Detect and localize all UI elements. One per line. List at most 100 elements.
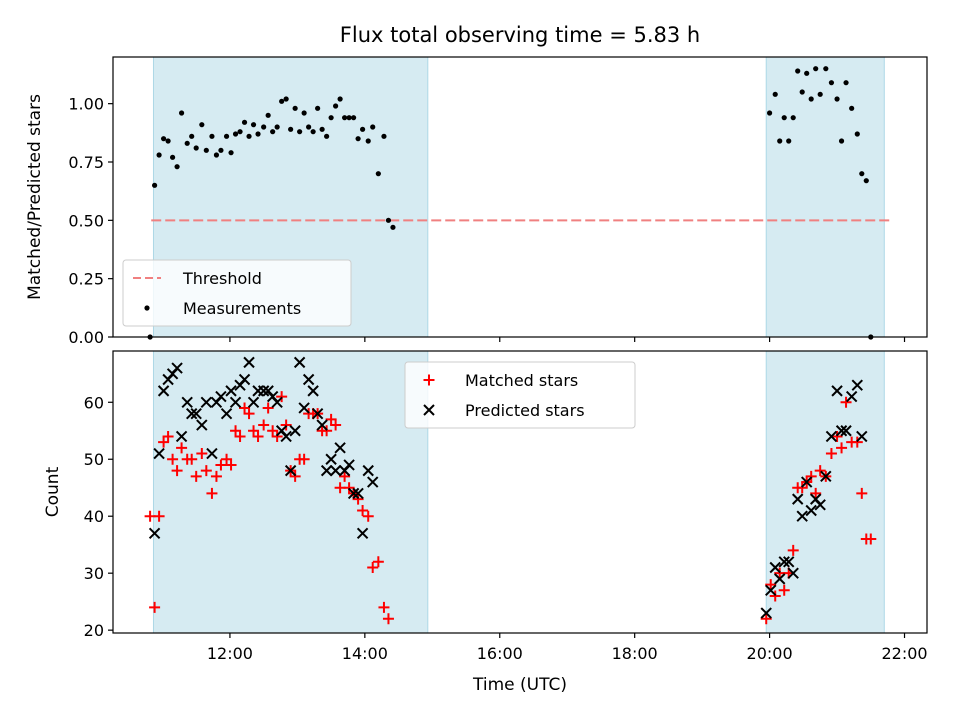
measurement-point <box>283 96 289 102</box>
matched-star-point <box>362 510 374 522</box>
measurement-point <box>359 126 366 132</box>
matched-star-point <box>267 425 279 437</box>
predicted-star-point <box>171 362 183 374</box>
measurement-point <box>319 126 325 132</box>
predicted-star-point <box>796 510 808 522</box>
x-tick-label: 18:00 <box>612 644 658 663</box>
measurement-point <box>199 122 205 128</box>
measurement-point <box>292 105 298 111</box>
y-tick-label: 60 <box>84 393 104 412</box>
legend-matched-swatch <box>423 374 435 386</box>
measurement-point <box>337 96 343 102</box>
matched-star-point <box>825 448 837 460</box>
matched-star-point <box>215 459 227 471</box>
predicted-star-point <box>347 487 360 500</box>
count-plot: 12:00 14:00 16:00 18:00 20:00 22:00 20 30 40 50 60… <box>84 350 928 663</box>
x-axis-label: Time (UTC) <box>472 675 567 695</box>
y-tick-label: 0.00 <box>68 328 104 347</box>
predicted-star-point <box>190 407 202 420</box>
measurement-point <box>232 131 239 137</box>
measurement-point <box>301 110 307 116</box>
predicted-star-point <box>765 584 777 596</box>
predicted-star-point <box>185 407 198 420</box>
matched-star-point <box>167 453 179 465</box>
measurement-point <box>838 138 845 144</box>
predicted-star-point <box>175 430 188 443</box>
measurement-point <box>324 133 330 139</box>
measurement-point <box>274 124 280 130</box>
legend-label: Matched stars <box>465 371 578 390</box>
observing-window-2 <box>765 350 885 634</box>
predicted-star-point <box>356 527 369 540</box>
measurement-point <box>265 112 271 118</box>
legend-top: Threshold Measurements <box>122 259 352 327</box>
measurement-point <box>333 103 339 109</box>
predicted-star-point <box>320 464 333 477</box>
predicted-star-point <box>856 430 868 443</box>
measurement-point <box>279 98 285 104</box>
measurement-point <box>817 91 823 97</box>
measurement-point <box>255 131 261 137</box>
predicted-star-point <box>362 464 374 477</box>
predicted-star-point <box>778 556 790 568</box>
y-tick-label: 20 <box>84 621 104 640</box>
predicted-star-point <box>329 464 342 477</box>
matched-star-point <box>865 533 877 545</box>
predicted-star-point <box>325 453 337 465</box>
predicted-star-point <box>157 385 170 397</box>
predicted-star-point <box>825 430 838 443</box>
predicted-star-point <box>831 385 843 397</box>
matched-star-point <box>206 487 218 499</box>
predicted-star-point <box>148 527 161 540</box>
matched-star-point <box>252 430 264 442</box>
predicted-star-point <box>783 556 795 568</box>
predicted-star-point <box>247 396 260 408</box>
predicted-star-point <box>311 407 324 420</box>
predicted-star-point <box>243 356 255 369</box>
legend-bottom: Matched stars Predicted stars <box>404 361 636 429</box>
measurement-point <box>151 182 158 188</box>
matched-star-point <box>258 419 270 431</box>
predicted-star-point <box>769 561 781 574</box>
matched-star-point <box>248 425 260 437</box>
matched-star-point <box>289 470 301 482</box>
measurement-point <box>804 70 810 76</box>
ratio-plot: 0.00 0.25 0.50 0.75 1.00 Threshold Measurement… <box>68 56 928 347</box>
observing-window-1 <box>152 350 429 634</box>
measurement-point <box>823 66 829 72</box>
axes-frame <box>112 56 928 338</box>
y-tick-label: 50 <box>84 450 104 469</box>
predicted-star-point <box>220 407 233 420</box>
measurement-point <box>385 217 392 223</box>
predicted-star-point <box>760 607 772 619</box>
predicted-star-point <box>302 373 315 386</box>
predicted-star-point <box>316 419 328 431</box>
matched-star-point <box>176 442 188 454</box>
legend-box <box>122 259 352 327</box>
measurement-point <box>777 138 783 144</box>
measurement-point <box>193 145 199 151</box>
matched-star-point <box>840 396 852 408</box>
measurement-point <box>261 124 267 130</box>
matched-star-point <box>805 470 817 482</box>
measurement-point <box>381 133 387 139</box>
measurement-point <box>213 152 220 158</box>
legend-label: Threshold <box>182 269 262 288</box>
predicted-star-point <box>229 396 242 408</box>
matched-star-point <box>234 430 246 442</box>
predicted-star-point <box>271 396 283 408</box>
measurement-point <box>370 124 376 130</box>
matched-star-point <box>190 470 202 482</box>
measurement-point <box>223 133 230 139</box>
measurement-point <box>270 129 276 135</box>
matched-star-point <box>225 459 237 471</box>
matched-star-point <box>787 544 799 556</box>
y-tick-label: 0.75 <box>68 153 104 172</box>
measurement-point <box>218 147 224 153</box>
matched-star-point <box>243 408 255 420</box>
matched-star-point <box>298 453 310 465</box>
matched-star-point <box>186 453 198 465</box>
matched-star-point <box>239 402 251 414</box>
matched-star-point <box>339 470 351 482</box>
